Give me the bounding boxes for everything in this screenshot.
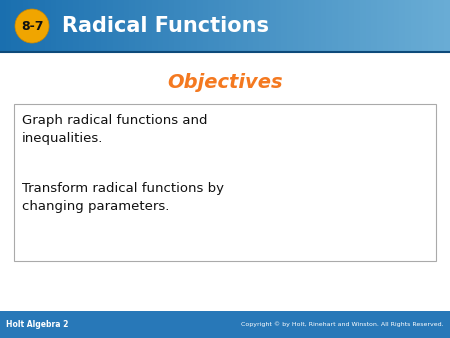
- FancyBboxPatch shape: [101, 0, 108, 52]
- Ellipse shape: [15, 9, 49, 43]
- FancyBboxPatch shape: [130, 0, 135, 52]
- FancyBboxPatch shape: [265, 0, 270, 52]
- FancyBboxPatch shape: [40, 0, 45, 52]
- Text: Holt Algebra 2: Holt Algebra 2: [6, 320, 68, 329]
- FancyBboxPatch shape: [394, 0, 400, 52]
- FancyBboxPatch shape: [62, 0, 68, 52]
- FancyBboxPatch shape: [112, 0, 119, 52]
- FancyBboxPatch shape: [0, 0, 6, 52]
- FancyBboxPatch shape: [422, 0, 428, 52]
- FancyBboxPatch shape: [242, 0, 248, 52]
- Text: Copyright © by Holt, Rinehart and Winston. All Rights Reserved.: Copyright © by Holt, Rinehart and Winsto…: [241, 322, 444, 328]
- FancyBboxPatch shape: [11, 0, 18, 52]
- FancyBboxPatch shape: [45, 0, 51, 52]
- FancyBboxPatch shape: [68, 0, 74, 52]
- FancyBboxPatch shape: [118, 0, 124, 52]
- FancyBboxPatch shape: [371, 0, 377, 52]
- FancyBboxPatch shape: [230, 0, 237, 52]
- FancyBboxPatch shape: [298, 0, 304, 52]
- FancyBboxPatch shape: [428, 0, 434, 52]
- FancyBboxPatch shape: [236, 0, 242, 52]
- FancyBboxPatch shape: [445, 0, 450, 52]
- FancyBboxPatch shape: [326, 0, 332, 52]
- FancyBboxPatch shape: [197, 0, 203, 52]
- FancyBboxPatch shape: [270, 0, 276, 52]
- FancyBboxPatch shape: [349, 0, 355, 52]
- FancyBboxPatch shape: [107, 0, 113, 52]
- FancyBboxPatch shape: [287, 0, 293, 52]
- Text: Graph radical functions and
inequalities.: Graph radical functions and inequalities…: [22, 114, 207, 145]
- FancyBboxPatch shape: [388, 0, 394, 52]
- FancyBboxPatch shape: [14, 104, 436, 261]
- FancyBboxPatch shape: [95, 0, 102, 52]
- FancyBboxPatch shape: [360, 0, 366, 52]
- FancyBboxPatch shape: [214, 0, 220, 52]
- FancyBboxPatch shape: [140, 0, 147, 52]
- FancyBboxPatch shape: [338, 0, 344, 52]
- FancyBboxPatch shape: [304, 0, 310, 52]
- FancyBboxPatch shape: [56, 0, 62, 52]
- FancyBboxPatch shape: [90, 0, 96, 52]
- FancyBboxPatch shape: [365, 0, 372, 52]
- FancyBboxPatch shape: [248, 0, 254, 52]
- FancyBboxPatch shape: [259, 0, 265, 52]
- FancyBboxPatch shape: [5, 0, 12, 52]
- FancyBboxPatch shape: [169, 0, 175, 52]
- FancyBboxPatch shape: [382, 0, 388, 52]
- FancyBboxPatch shape: [85, 0, 90, 52]
- FancyBboxPatch shape: [315, 0, 321, 52]
- FancyBboxPatch shape: [124, 0, 130, 52]
- FancyBboxPatch shape: [355, 0, 360, 52]
- FancyBboxPatch shape: [225, 0, 231, 52]
- FancyBboxPatch shape: [202, 0, 209, 52]
- FancyBboxPatch shape: [439, 0, 445, 52]
- Text: Objectives: Objectives: [167, 73, 283, 92]
- FancyBboxPatch shape: [310, 0, 315, 52]
- FancyBboxPatch shape: [79, 0, 85, 52]
- FancyBboxPatch shape: [152, 0, 158, 52]
- FancyBboxPatch shape: [17, 0, 23, 52]
- FancyBboxPatch shape: [281, 0, 287, 52]
- Text: Transform radical functions by
changing parameters.: Transform radical functions by changing …: [22, 182, 224, 213]
- FancyBboxPatch shape: [433, 0, 439, 52]
- Text: 8-7: 8-7: [21, 20, 43, 32]
- FancyBboxPatch shape: [400, 0, 405, 52]
- FancyBboxPatch shape: [163, 0, 169, 52]
- FancyBboxPatch shape: [0, 311, 450, 338]
- FancyBboxPatch shape: [191, 0, 197, 52]
- FancyBboxPatch shape: [175, 0, 180, 52]
- FancyBboxPatch shape: [180, 0, 186, 52]
- FancyBboxPatch shape: [34, 0, 40, 52]
- FancyBboxPatch shape: [377, 0, 383, 52]
- FancyBboxPatch shape: [28, 0, 34, 52]
- Text: Radical Functions: Radical Functions: [62, 16, 269, 36]
- FancyBboxPatch shape: [220, 0, 225, 52]
- FancyBboxPatch shape: [208, 0, 214, 52]
- FancyBboxPatch shape: [50, 0, 57, 52]
- FancyBboxPatch shape: [185, 0, 192, 52]
- FancyBboxPatch shape: [320, 0, 327, 52]
- FancyBboxPatch shape: [275, 0, 282, 52]
- FancyBboxPatch shape: [292, 0, 299, 52]
- FancyBboxPatch shape: [410, 0, 417, 52]
- FancyBboxPatch shape: [343, 0, 349, 52]
- FancyBboxPatch shape: [405, 0, 411, 52]
- FancyBboxPatch shape: [135, 0, 141, 52]
- FancyBboxPatch shape: [158, 0, 164, 52]
- FancyBboxPatch shape: [73, 0, 79, 52]
- FancyBboxPatch shape: [332, 0, 338, 52]
- FancyBboxPatch shape: [416, 0, 422, 52]
- FancyBboxPatch shape: [146, 0, 152, 52]
- FancyBboxPatch shape: [253, 0, 259, 52]
- FancyBboxPatch shape: [22, 0, 29, 52]
